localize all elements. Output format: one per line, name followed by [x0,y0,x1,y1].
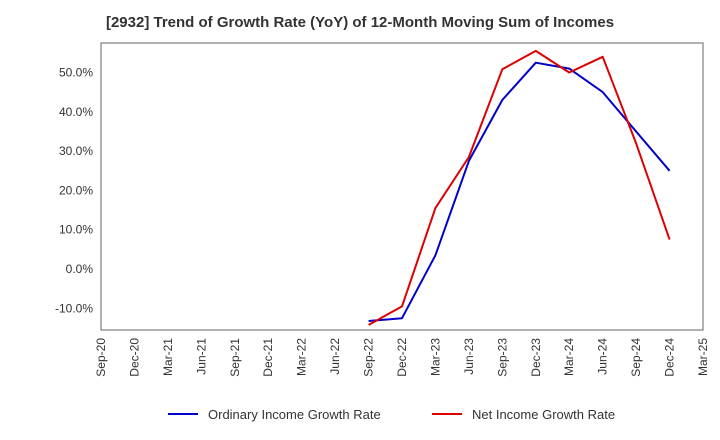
series-line-0 [368,61,671,322]
x-tick-label: Mar-25 [696,338,710,376]
x-tick-label: Mar-24 [562,338,576,376]
plot-frame [100,42,704,331]
tick-labels: -10.0% 0.0% 10.0% 20.0% 30.0% 40.0% 50.0% Sep-2… [55,65,710,376]
y-tick-label: 0.0% [66,262,94,276]
x-tick-label: Jun-22 [328,338,342,375]
y-tick-label: 20.0% [59,183,93,197]
y-tick-label: 40.0% [59,105,93,119]
x-tick-label: Sep-24 [629,338,643,377]
legend-label-1: Net Income Growth Rate [472,407,615,422]
x-tick-label: Mar-21 [161,338,175,376]
x-tick-label: Sep-20 [94,338,108,377]
y-tick-label: -10.0% [55,301,93,315]
x-tick-label: Dec-22 [395,338,409,377]
series-line-1 [368,49,671,326]
y-tick-label: 50.0% [59,65,93,79]
series [368,49,671,326]
x-tick-label: Mar-22 [295,338,309,376]
legend: Ordinary Income Growth Rate Net Income Gr… [168,407,615,422]
x-tick-label: Dec-23 [529,338,543,377]
axes [100,42,704,331]
y-tick-label: 30.0% [59,144,93,158]
x-tick-label: Mar-23 [428,338,442,376]
x-tick-label: Sep-21 [228,338,242,377]
x-tick-label: Sep-22 [362,338,376,377]
x-tick-label: Sep-23 [495,338,509,377]
chart-title: [2932] Trend of Growth Rate (YoY) of 12-… [105,14,615,31]
x-tick-label: Jun-21 [194,338,208,375]
x-tick-label: Jun-24 [596,338,610,375]
x-tick-label: Dec-21 [261,338,275,377]
legend-label-0: Ordinary Income Growth Rate [208,407,381,422]
x-tick-label: Dec-20 [127,338,141,377]
x-tick-label: Dec-24 [663,338,677,377]
y-tick-label: 10.0% [59,223,93,237]
x-tick-label: Jun-23 [462,338,476,375]
